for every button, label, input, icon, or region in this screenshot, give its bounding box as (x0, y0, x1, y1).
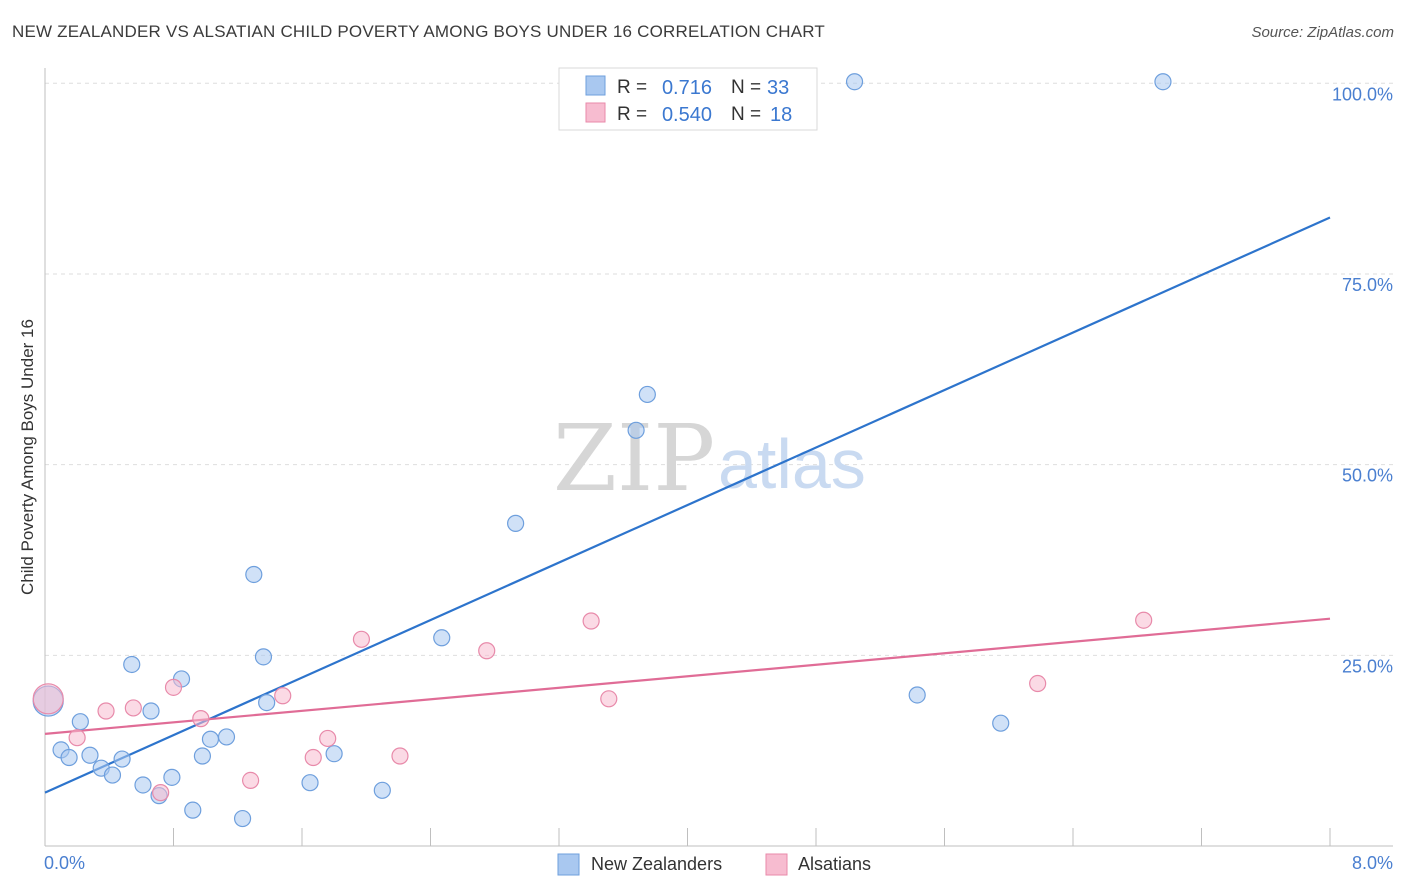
y-tick-labels: 25.0% 50.0% 75.0% 100.0% (1332, 84, 1393, 676)
point-new-zealanders (60, 748, 78, 767)
trend-line-alsatians (44, 617, 1331, 735)
y-tick-label: 75.0% (1342, 275, 1393, 295)
legend-n-label-1: N = (731, 77, 761, 98)
point-alsatians (391, 747, 409, 765)
x-axis-ticks (173, 828, 1331, 846)
legend-n-value-1: 33 (767, 77, 789, 99)
point-new-zealanders (245, 565, 263, 584)
y-axis-label: Child Poverty Among Boys Under 16 (18, 319, 37, 595)
point-alsatians (192, 710, 210, 728)
x-tick-label-max: 8.0% (1352, 853, 1393, 873)
correlation-legend: R = 0.716 N = 33 R = 0.540 N = 18 (558, 67, 818, 131)
point-new-zealanders (507, 514, 525, 532)
series-legend: New Zealanders Alsatians (557, 853, 871, 876)
bottom-legend-swatch-new-zealanders (557, 853, 580, 876)
point-alsatians (68, 729, 86, 747)
bottom-legend-swatch-alsatians (765, 853, 788, 876)
point-alsatians (319, 729, 337, 748)
legend-swatch-alsatians (585, 102, 606, 123)
point-new-zealanders (142, 702, 160, 720)
point-alsatians (164, 678, 183, 696)
point-new-zealanders (71, 713, 89, 731)
point-alsatians (274, 687, 292, 705)
point-new-zealanders (217, 728, 236, 746)
legend-r-label-2: R = (617, 104, 647, 125)
point-alsatians (582, 612, 600, 630)
point-new-zealanders (163, 768, 181, 786)
point-new-zealanders (201, 730, 220, 748)
point-new-zealanders (254, 648, 273, 666)
trend-line-new-zealanders (44, 216, 1331, 794)
point-alsatians (124, 699, 142, 717)
point-new-zealanders (184, 801, 202, 819)
point-new-zealanders (1154, 73, 1172, 91)
legend-r-value-2: 0.540 (662, 104, 712, 126)
point-alsatians (304, 748, 322, 767)
point-alsatians (1029, 674, 1047, 693)
data-points (32, 73, 1172, 828)
point-alsatians (1135, 611, 1153, 629)
point-new-zealanders (233, 809, 252, 828)
legend-r-label-1: R = (617, 77, 647, 98)
chart-title: NEW ZEALANDER VS ALSATIAN CHILD POVERTY … (12, 22, 826, 41)
point-new-zealanders (81, 746, 99, 764)
legend-n-label-2: N = (731, 104, 761, 125)
bottom-legend-label-alsatians: Alsatians (798, 854, 871, 874)
point-new-zealanders (638, 385, 656, 404)
point-new-zealanders (193, 747, 212, 765)
y-tick-label: 25.0% (1342, 656, 1393, 676)
y-tick-label: 100.0% (1332, 84, 1393, 104)
point-new-zealanders (123, 655, 141, 674)
point-alsatians (478, 642, 496, 660)
point-new-zealanders (325, 745, 343, 763)
point-new-zealanders (301, 774, 319, 792)
point-alsatians (32, 683, 64, 715)
point-new-zealanders (113, 750, 131, 768)
watermark-zip: ZIP (553, 405, 715, 512)
point-new-zealanders (433, 629, 451, 647)
bottom-legend-label-new-zealanders: New Zealanders (591, 854, 722, 874)
point-new-zealanders (134, 776, 152, 794)
point-new-zealanders (627, 421, 645, 439)
point-new-zealanders (103, 766, 122, 784)
point-alsatians (97, 702, 115, 720)
point-new-zealanders (845, 73, 864, 91)
trend-lines (44, 216, 1331, 794)
point-alsatians (152, 784, 170, 802)
point-new-zealanders (373, 781, 391, 799)
point-new-zealanders (908, 686, 926, 704)
x-tick-label-min: 0.0% (44, 853, 85, 873)
y-tick-label: 50.0% (1342, 466, 1393, 486)
legend-r-value-1: 0.716 (662, 77, 712, 99)
legend-swatch-new-zealanders (585, 75, 606, 96)
point-alsatians (242, 771, 260, 790)
source-label: Source: ZipAtlas.com (1251, 24, 1394, 41)
point-new-zealanders (258, 694, 276, 712)
legend-n-value-2: 18 (770, 104, 792, 126)
point-new-zealanders (992, 714, 1010, 732)
point-alsatians (352, 630, 371, 648)
point-alsatians (600, 690, 618, 708)
watermark-atlas: atlas (718, 425, 866, 503)
